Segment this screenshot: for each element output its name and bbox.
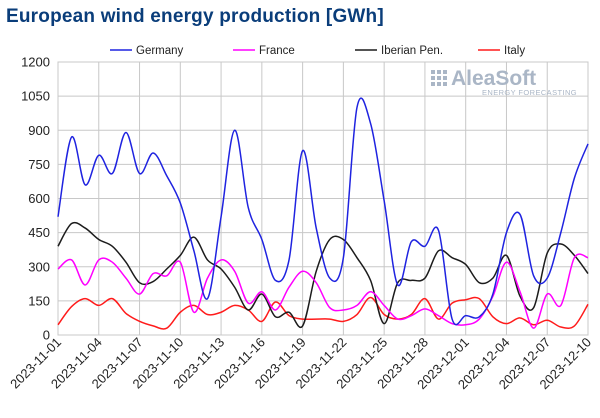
series-line-iberian-pen <box>57 221 589 329</box>
legend: Germany France Iberian Pen. Italy <box>110 45 525 57</box>
legend-item-germany: Germany <box>110 45 184 57</box>
series-lines <box>57 97 589 330</box>
brand-tagline: ENERGY FORECASTING <box>482 88 577 97</box>
plot-frame <box>57 61 589 336</box>
legend-label: Italy <box>504 45 525 57</box>
y-tick-label: 600 <box>28 191 50 206</box>
y-tick-label: 750 <box>28 157 50 172</box>
brand-name: AleaSoft <box>451 67 536 90</box>
y-tick-label: 1050 <box>21 89 50 104</box>
series-line-germany <box>57 97 589 326</box>
legend-label: Germany <box>136 45 184 57</box>
y-tick-label: 0 <box>43 328 50 343</box>
aleasoft-watermark: AleaSoft ENERGY FORECASTING <box>431 67 577 97</box>
y-tick-label: 1200 <box>21 55 50 70</box>
legend-item-italy: Italy <box>478 45 525 57</box>
legend-label: France <box>259 45 295 57</box>
y-tick-label: 450 <box>28 225 50 240</box>
y-tick-label: 150 <box>28 293 50 308</box>
y-tick-label: 900 <box>28 123 50 138</box>
legend-label: Iberian Pen. <box>381 45 443 57</box>
series-line-france <box>57 253 589 329</box>
y-tick-label: 300 <box>28 259 50 274</box>
chart-title: European wind energy production [GWh] <box>6 6 384 27</box>
legend-item-france: France <box>233 45 295 57</box>
aleasoft-logo-icon <box>431 70 447 86</box>
series-line-italy <box>57 296 589 330</box>
legend-item-iberian-pen: Iberian Pen. <box>355 45 443 57</box>
